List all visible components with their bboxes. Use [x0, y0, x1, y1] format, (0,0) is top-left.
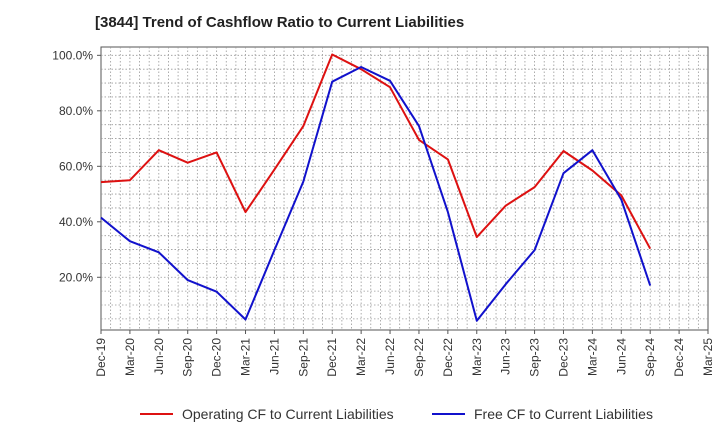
x-tick-label: Jun-20: [152, 338, 166, 375]
x-tick-label: Dec-24: [672, 338, 686, 377]
x-tick-label: Mar-23: [470, 338, 484, 376]
x-tick-label: Jun-21: [267, 338, 281, 375]
x-tick-label: Mar-20: [123, 338, 137, 376]
x-tick-label: Jun-23: [499, 338, 513, 375]
chart-title: [3844] Trend of Cashflow Ratio to Curren…: [95, 14, 465, 31]
y-tick-label: 80.0%: [59, 104, 93, 118]
x-tick-label: Sep-22: [412, 338, 426, 377]
x-tick-label: Mar-21: [239, 338, 253, 376]
y-axis: 20.0% 40.0% 60.0% 80.0% 100.0%: [52, 48, 101, 284]
plot-area: [100, 46, 709, 331]
x-tick-label: Jun-22: [383, 338, 397, 375]
x-tick-label: Dec-20: [210, 338, 224, 377]
x-tick-label: Dec-21: [325, 338, 339, 377]
x-tick-label: Sep-24: [643, 338, 657, 377]
y-tick-label: 20.0%: [59, 270, 93, 284]
series-line-operating-cf: [100, 53, 652, 250]
x-tick-label: Sep-21: [296, 338, 310, 377]
legend-label-operating: Operating CF to Current Liabilities: [182, 406, 394, 422]
x-tick-label: Sep-20: [181, 338, 195, 377]
x-tick-label: Mar-25: [701, 338, 715, 376]
y-tick-label: 40.0%: [59, 215, 93, 229]
y-tick-label: 60.0%: [59, 159, 93, 173]
x-tick-label: Dec-22: [441, 338, 455, 377]
legend-label-free: Free CF to Current Liabilities: [474, 406, 653, 422]
x-tick-label: Dec-19: [94, 338, 108, 377]
x-tick-label: Dec-23: [556, 338, 570, 377]
legend: Operating CF to Current Liabilities Free…: [140, 406, 653, 422]
x-tick-label: Sep-23: [528, 338, 542, 377]
grid-layer: [101, 47, 708, 330]
x-axis: Dec-19 Mar-20 Jun-20 Sep-20 Dec-20 Mar-21 Jun-…: [94, 330, 715, 377]
x-tick-label: Mar-24: [585, 338, 599, 376]
x-tick-label: Mar-22: [354, 338, 368, 376]
series-line-free-cf: [100, 66, 652, 322]
y-tick-label: 100.0%: [52, 48, 93, 62]
x-tick-label: Jun-24: [614, 338, 628, 375]
series-layer: [100, 53, 652, 322]
